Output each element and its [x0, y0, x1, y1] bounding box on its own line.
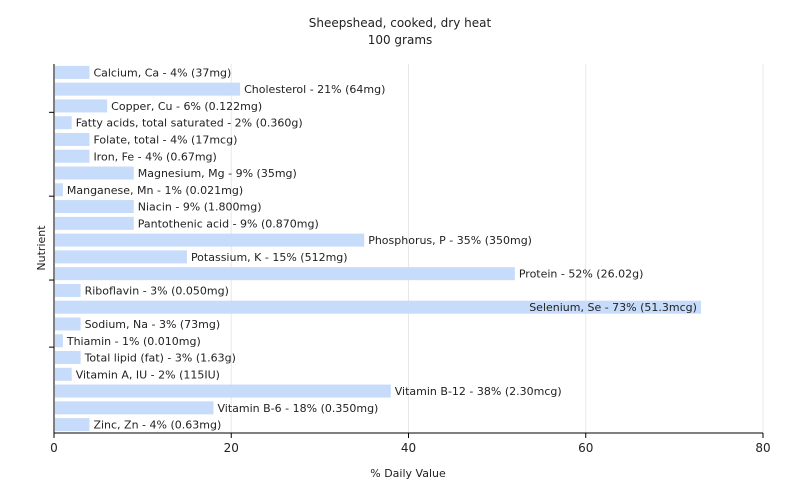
- bar-label: Vitamin B-12 - 38% (2.30mcg): [395, 385, 562, 398]
- bar-label: Protein - 52% (26.02g): [519, 268, 644, 281]
- bar-label: Iron, Fe - 4% (0.67mg): [93, 150, 216, 163]
- x-tick-label: 60: [578, 441, 593, 455]
- bar-label: Cholesterol - 21% (64mg): [244, 83, 385, 96]
- axes: [49, 64, 764, 438]
- bar: [55, 351, 81, 365]
- bar-label: Copper, Cu - 6% (0.122mg): [111, 100, 262, 113]
- x-tick-label: 40: [401, 441, 416, 455]
- bar-label: Niacin - 9% (1.800mg): [138, 201, 262, 214]
- x-tick-labels: 0 20 40 60 80: [50, 441, 770, 455]
- x-tick-label: 80: [755, 441, 770, 455]
- bar-label: Calcium, Ca - 4% (37mg): [93, 66, 231, 79]
- bar: [55, 401, 214, 415]
- bar-label: Pantothenic acid - 9% (0.870mg): [138, 217, 319, 230]
- bar: [55, 200, 134, 214]
- bar: [55, 300, 701, 314]
- bar-label: Potassium, K - 15% (512mg): [191, 251, 348, 264]
- chart-subtitle: 100 grams: [368, 33, 433, 47]
- bar: [55, 317, 81, 331]
- bar: [55, 418, 90, 432]
- bar-label: Vitamin A, IU - 2% (115IU): [76, 368, 220, 381]
- bar-label: Magnesium, Mg - 9% (35mg): [138, 167, 297, 180]
- bar: [55, 149, 90, 163]
- bar: [55, 166, 134, 180]
- bar: [55, 82, 241, 96]
- bar: [55, 367, 72, 381]
- bar: [55, 99, 108, 113]
- bar-label: Thiamin - 1% (0.010mg): [66, 335, 201, 348]
- bar-label: Manganese, Mn - 1% (0.021mg): [67, 184, 243, 197]
- gridlines: [230, 64, 764, 433]
- y-axis-label: Nutrient: [35, 225, 48, 271]
- bar: [55, 250, 187, 264]
- bar: [55, 65, 90, 79]
- bar: [55, 216, 134, 230]
- x-tick-label: 0: [50, 441, 58, 455]
- bar-label: Zinc, Zn - 4% (0.63mg): [93, 419, 221, 432]
- bar: [55, 334, 63, 348]
- bar-label: Selenium, Se - 73% (51.3mcg): [529, 301, 697, 314]
- bar: [55, 384, 391, 398]
- bar-label: Sodium, Na - 3% (73mg): [85, 318, 221, 331]
- bar: [55, 132, 90, 146]
- bars: Calcium, Ca - 4% (37mg) Cholesterol - 21%…: [55, 65, 701, 432]
- bar-label: Phosphorus, P - 35% (350mg): [368, 234, 532, 247]
- bar: [55, 183, 63, 197]
- x-tick-label: 20: [224, 441, 239, 455]
- bar-label: Riboflavin - 3% (0.050mg): [85, 284, 229, 297]
- bar: [55, 267, 515, 281]
- bar: [55, 116, 72, 130]
- bar-label: Vitamin B-6 - 18% (0.350mg): [218, 402, 379, 415]
- chart-title: Sheepshead, cooked, dry heat: [309, 16, 492, 30]
- x-axis-label: % Daily Value: [370, 467, 446, 480]
- bar: [55, 233, 365, 247]
- bar-label: Total lipid (fat) - 3% (1.63g): [84, 352, 236, 365]
- bar-label: Fatty acids, total saturated - 2% (0.360…: [76, 117, 303, 130]
- bar: [55, 283, 81, 297]
- bar-label: Folate, total - 4% (17mcg): [93, 133, 237, 146]
